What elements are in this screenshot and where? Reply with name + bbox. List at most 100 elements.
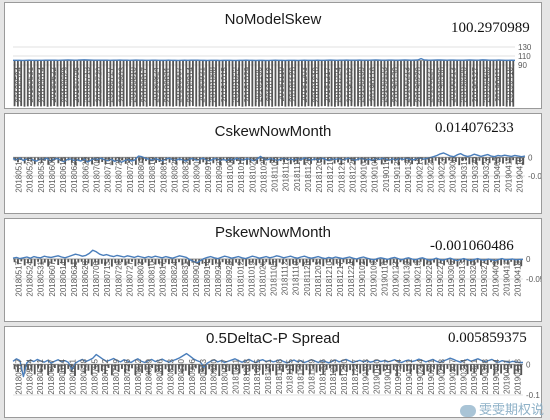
bar <box>479 60 482 107</box>
bar <box>114 364 117 371</box>
bar <box>47 364 50 376</box>
bar <box>134 259 137 267</box>
bar <box>248 60 250 107</box>
bar <box>110 364 113 376</box>
bar <box>468 157 471 165</box>
bar <box>37 364 40 369</box>
bar <box>392 364 395 371</box>
x-tick-label: 20181203 <box>314 260 323 296</box>
bar <box>456 60 459 107</box>
x-tick-label: 20180629 <box>60 66 69 102</box>
x-tick-label: 20181115 <box>286 358 295 393</box>
last-value-annotation: 100.2970989 <box>451 20 530 36</box>
bar <box>292 259 295 264</box>
bar <box>451 157 454 163</box>
bar <box>406 60 409 107</box>
bar <box>386 364 388 370</box>
bar <box>201 364 204 372</box>
bar <box>269 157 272 163</box>
x-tick-label: 20180712 <box>101 358 110 394</box>
bar <box>510 364 513 369</box>
bar <box>288 259 291 266</box>
bar <box>119 60 122 107</box>
bar <box>13 364 16 370</box>
x-tick-label: 20181129 <box>307 358 316 394</box>
bar <box>343 60 346 107</box>
bar <box>139 60 141 107</box>
bar <box>141 364 144 373</box>
bar <box>404 157 407 163</box>
bar <box>238 364 241 374</box>
bar <box>298 364 301 370</box>
x-tick-label: 20181029 <box>259 156 268 192</box>
bar <box>107 259 110 262</box>
x-tick-label: 20180720 <box>115 156 124 192</box>
bar <box>231 60 234 107</box>
x-tick-label: 20190313 <box>458 260 467 296</box>
watermark: 雯雯期权说 <box>459 399 544 418</box>
bar <box>209 157 211 161</box>
bar <box>423 259 425 267</box>
x-tick-label: 20181112 <box>282 156 291 191</box>
bar <box>157 364 160 372</box>
bar <box>258 259 261 263</box>
bar <box>64 259 66 266</box>
bar <box>101 157 104 162</box>
bar <box>495 157 498 165</box>
bar <box>399 364 402 369</box>
bar <box>322 259 325 267</box>
x-tick-label: 20180531 <box>37 156 46 192</box>
bar <box>370 157 373 162</box>
bar <box>402 364 405 372</box>
bar <box>334 60 336 107</box>
bar <box>245 364 248 376</box>
bar <box>204 364 207 375</box>
bar <box>424 157 427 165</box>
bar <box>505 157 508 162</box>
bar <box>198 60 201 107</box>
bar <box>332 259 335 266</box>
x-tick-label: 20190102 <box>360 156 369 192</box>
bar <box>503 259 506 263</box>
bar <box>327 60 330 107</box>
x-tick-label: 20181217 <box>336 260 345 296</box>
bar <box>23 60 26 107</box>
bar <box>211 364 214 373</box>
x-tick-label: 20180816 <box>155 358 164 394</box>
bar <box>274 60 277 107</box>
bar <box>228 364 231 372</box>
bar <box>195 60 198 107</box>
chart-panel-cp-spread: 0 -0.1 20180517 20180524 20180531 20180607 201… <box>4 326 542 418</box>
bar <box>277 60 280 107</box>
x-tick-label: 20190306 <box>437 66 446 102</box>
bar <box>144 259 147 263</box>
bar <box>462 60 465 107</box>
bar <box>516 259 519 264</box>
bar <box>154 364 157 373</box>
bar <box>499 60 501 107</box>
bar <box>436 60 439 107</box>
x-tick-label: 20181206 <box>318 358 327 394</box>
bar <box>122 60 125 107</box>
bar <box>178 259 180 263</box>
bar <box>168 259 170 265</box>
bar <box>40 364 43 373</box>
bar <box>335 259 338 264</box>
bar <box>185 60 188 107</box>
bar <box>148 157 151 165</box>
bar <box>100 364 103 372</box>
bar <box>248 259 251 264</box>
x-tick-label: 20180817 <box>159 260 168 296</box>
bar <box>386 259 388 263</box>
bar <box>443 364 445 374</box>
bar <box>162 60 165 107</box>
bar <box>80 259 83 262</box>
x-tick-label: 20190328 <box>481 358 490 394</box>
x-tick-label: 20180817 <box>159 156 168 192</box>
bar <box>453 364 456 372</box>
bar <box>409 364 412 375</box>
bar <box>427 157 430 163</box>
bar <box>64 364 66 374</box>
bar <box>157 259 160 264</box>
